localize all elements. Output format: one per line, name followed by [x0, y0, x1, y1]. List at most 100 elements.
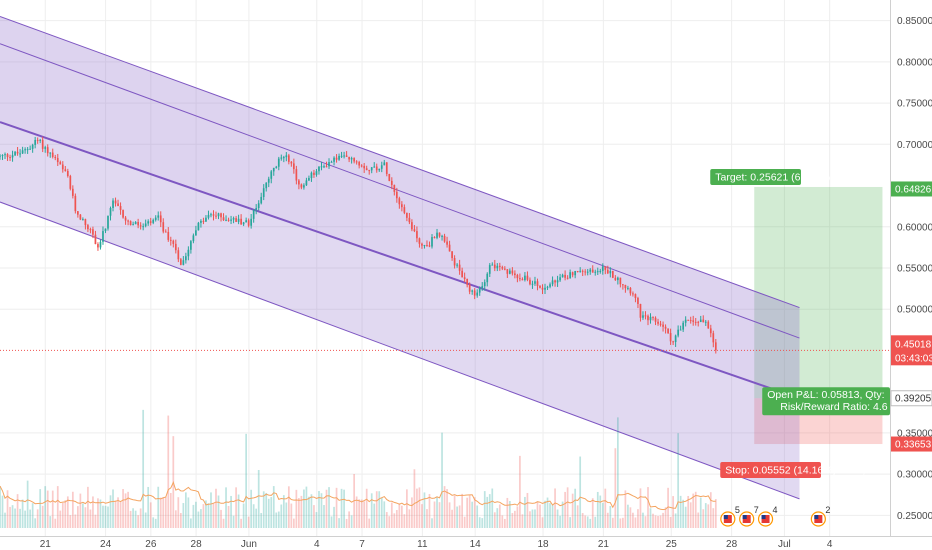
candle-body[interactable]	[132, 224, 134, 226]
candle-body[interactable]	[561, 274, 564, 278]
time-axis[interactable]: 21 24 26 28 Jun 4 7 11 14 18 21 25 28 Jul 4	[40, 539, 833, 550]
candle-body[interactable]	[127, 220, 129, 222]
candle-body[interactable]	[245, 220, 247, 223]
candle-body[interactable]	[64, 169, 67, 172]
candle-body[interactable]	[486, 273, 489, 283]
candle-body[interactable]	[222, 217, 225, 221]
candle-body[interactable]	[406, 212, 408, 218]
candle-body[interactable]	[514, 273, 516, 276]
candle-body[interactable]	[423, 245, 426, 247]
candle-body[interactable]	[79, 214, 82, 220]
candle-body[interactable]	[516, 275, 519, 279]
candle-body[interactable]	[220, 213, 222, 218]
candle-body[interactable]	[149, 221, 152, 223]
candle-body[interactable]	[290, 161, 293, 164]
candle-body[interactable]	[606, 269, 609, 274]
candle-body[interactable]	[14, 151, 16, 156]
candle-body[interactable]	[604, 266, 607, 270]
candle-body[interactable]	[390, 180, 393, 185]
candle-body[interactable]	[637, 298, 639, 304]
profit-zone[interactable]	[754, 186, 883, 399]
candle-body[interactable]	[169, 239, 172, 241]
candle-body[interactable]	[466, 279, 469, 285]
candle-body[interactable]	[629, 287, 632, 294]
candle-body[interactable]	[677, 329, 679, 336]
candle-body[interactable]	[644, 315, 647, 317]
stop-label-box[interactable]	[720, 462, 821, 479]
candle-body[interactable]	[692, 320, 695, 322]
candle-body[interactable]	[704, 321, 707, 323]
candle-body[interactable]	[483, 282, 486, 287]
candle-body[interactable]	[594, 271, 597, 273]
candle-body[interactable]	[571, 272, 574, 276]
candle-body[interactable]	[687, 319, 690, 321]
candle-body[interactable]	[370, 167, 373, 171]
candle-body[interactable]	[524, 275, 526, 281]
candle-body[interactable]	[84, 219, 87, 226]
candle-body[interactable]	[596, 271, 599, 273]
candle-body[interactable]	[202, 220, 205, 222]
candle-body[interactable]	[267, 178, 270, 183]
candle-body[interactable]	[531, 283, 534, 285]
candle-body[interactable]	[21, 150, 24, 154]
candle-body[interactable]	[277, 158, 280, 167]
candle-body[interactable]	[210, 214, 212, 216]
candle-body[interactable]	[689, 320, 692, 322]
candle-body[interactable]	[355, 161, 358, 163]
candle-body[interactable]	[363, 165, 366, 169]
candle-body[interactable]	[679, 329, 682, 331]
candle-body[interactable]	[328, 162, 330, 167]
candle-body[interactable]	[335, 157, 338, 160]
candle-body[interactable]	[360, 165, 363, 167]
candle-body[interactable]	[308, 178, 310, 181]
candle-body[interactable]	[380, 165, 383, 169]
candle-body[interactable]	[122, 210, 124, 218]
candle-body[interactable]	[358, 162, 361, 166]
candle-body[interactable]	[270, 171, 273, 179]
candle-body[interactable]	[282, 157, 285, 159]
position-zones[interactable]	[754, 186, 883, 445]
candle-body[interactable]	[333, 157, 335, 162]
candle-body[interactable]	[554, 280, 556, 283]
candle-body[interactable]	[36, 139, 39, 141]
candle-body[interactable]	[617, 277, 619, 281]
candle-body[interactable]	[684, 319, 687, 323]
candle-body[interactable]	[353, 158, 355, 162]
candle-body[interactable]	[195, 230, 197, 236]
candle-body[interactable]	[498, 265, 501, 267]
candle-body[interactable]	[478, 288, 481, 293]
candle-body[interactable]	[285, 155, 288, 158]
candle-body[interactable]	[152, 219, 155, 223]
candle-body[interactable]	[247, 220, 250, 226]
candle-body[interactable]	[205, 217, 207, 222]
candle-body[interactable]	[453, 258, 456, 266]
candle-body[interactable]	[559, 277, 561, 281]
candle-body[interactable]	[511, 270, 514, 274]
candle-body[interactable]	[589, 269, 592, 272]
candle-body[interactable]	[182, 260, 185, 265]
candle-body[interactable]	[697, 321, 700, 323]
candle-body[interactable]	[102, 231, 104, 242]
candle-body[interactable]	[365, 168, 368, 171]
candle-body[interactable]	[255, 207, 258, 210]
candle-body[interactable]	[134, 221, 137, 225]
candle-body[interactable]	[338, 155, 340, 160]
candle-body[interactable]	[436, 232, 438, 238]
candle-body[interactable]	[66, 171, 69, 177]
candle-body[interactable]	[413, 229, 416, 232]
candle-body[interactable]	[521, 279, 524, 281]
candle-body[interactable]	[649, 316, 652, 321]
candle-body[interactable]	[395, 191, 398, 199]
candle-body[interactable]	[348, 156, 350, 160]
candle-body[interactable]	[69, 176, 72, 189]
candle-body[interactable]	[192, 235, 195, 242]
candle-body[interactable]	[9, 157, 11, 159]
candle-body[interactable]	[622, 284, 624, 286]
candle-body[interactable]	[162, 222, 165, 232]
candle-body[interactable]	[488, 265, 491, 274]
candle-body[interactable]	[190, 241, 192, 250]
candle-body[interactable]	[1, 155, 4, 157]
candle-body[interactable]	[109, 208, 112, 216]
candle-body[interactable]	[323, 166, 325, 168]
candle-body[interactable]	[124, 217, 127, 221]
